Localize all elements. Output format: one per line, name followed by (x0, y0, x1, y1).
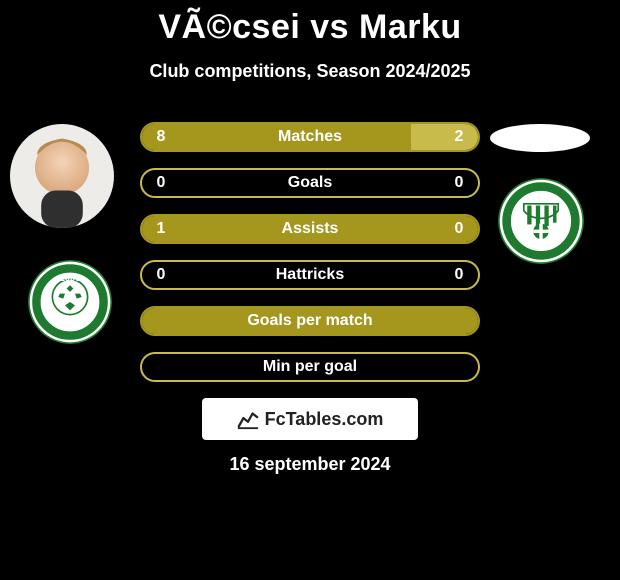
stat-label: Hattricks (142, 262, 478, 288)
club-left-year: 2006 (60, 273, 81, 283)
stat-row: Min per goal (140, 352, 480, 382)
club-left-fc: FC (63, 321, 76, 332)
stat-value-right: 0 (444, 216, 474, 242)
stat-value-right: 0 (444, 170, 474, 196)
stat-row: 10Assists (140, 214, 480, 244)
stat-label: Min per goal (142, 354, 478, 380)
stat-row: 0 0Hattricks (140, 260, 480, 290)
stat-row: 0 0Goals (140, 168, 480, 198)
page-title: VÃ©csei vs Marku (0, 0, 620, 47)
stat-row: Goals per match (140, 306, 480, 336)
stat-row: 82Matches (140, 122, 480, 152)
fctables-tag: FcTables.com (202, 398, 418, 440)
stat-value-left: 0 (146, 170, 176, 196)
chart-icon (237, 408, 259, 430)
stat-label: Goals (142, 170, 478, 196)
club-right-badge (498, 178, 584, 264)
fctables-label: FcTables.com (265, 409, 384, 430)
stat-value-right: 0 (444, 262, 474, 288)
stat-value-right: 2 (444, 124, 474, 150)
subtitle: Club competitions, Season 2024/2025 (0, 61, 620, 82)
comparison-card: VÃ©csei vs Marku Club competitions, Seas… (0, 0, 620, 580)
stat-value-left: 1 (146, 216, 176, 242)
player-left-avatar (10, 124, 114, 228)
club-left-badge: 2006 FC (28, 260, 112, 344)
player-right-avatar-placeholder (490, 124, 590, 152)
stats-bars: 82Matches00Goals10Assists00HattricksGoal… (140, 122, 480, 398)
date-label: 16 september 2024 (0, 454, 620, 475)
stat-value-left: 0 (146, 262, 176, 288)
stat-value-left: 8 (146, 124, 176, 150)
